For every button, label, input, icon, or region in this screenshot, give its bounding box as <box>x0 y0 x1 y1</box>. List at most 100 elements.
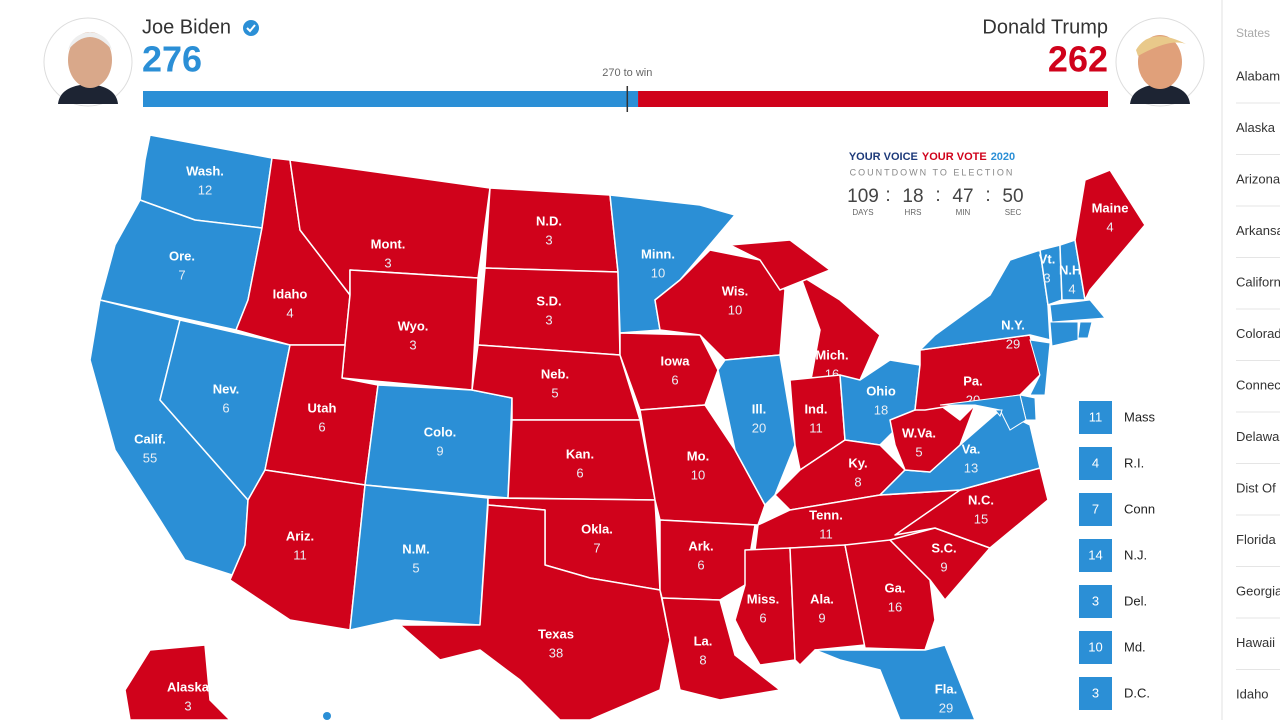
threshold-label: 270 to win <box>602 67 652 79</box>
countdown-subtitle: COUNTDOWN TO ELECTION <box>850 167 1015 177</box>
state-label: N.M. <box>402 541 429 556</box>
state-votes: 3 <box>545 232 552 247</box>
state-label: N.H. <box>1059 262 1085 277</box>
small-state-votes: 4 <box>1092 455 1099 470</box>
countdown-value: 18 <box>902 186 923 207</box>
vote-bar <box>638 91 1108 107</box>
state-label: Va. <box>962 441 981 456</box>
small-state-label: Mass <box>1124 409 1156 424</box>
state-label: Wyo. <box>398 318 429 333</box>
state-votes: 10 <box>651 265 665 280</box>
state-list-item: Hawaii <box>1236 635 1275 650</box>
small-state-box <box>1079 493 1112 526</box>
state-list-item: Dist Of Columbia <box>1236 480 1280 495</box>
state-label: Minn. <box>641 246 675 261</box>
state-label: N.Y. <box>1001 317 1025 332</box>
countdown-unit: MIN <box>956 208 971 217</box>
countdown-separator: : <box>985 185 990 206</box>
state-votes: 9 <box>940 559 947 574</box>
countdown-unit: SEC <box>1005 208 1022 217</box>
state <box>919 249 1051 351</box>
countdown-value: 109 <box>847 186 879 207</box>
state-label: Nev. <box>213 381 240 396</box>
state-votes: 11 <box>809 420 823 435</box>
state-votes: 6 <box>222 400 229 415</box>
state <box>1077 321 1093 339</box>
small-state-label: R.I. <box>1124 455 1144 470</box>
state-label: N.D. <box>536 213 562 228</box>
state-votes: 7 <box>178 267 185 282</box>
small-state-box <box>1079 585 1112 618</box>
countdown-separator: : <box>885 185 890 206</box>
state <box>323 712 331 720</box>
state-label: Calif. <box>134 431 166 446</box>
state-label: La. <box>694 633 713 648</box>
state-label: Neb. <box>541 366 569 381</box>
countdown-value: 50 <box>1002 186 1023 207</box>
state-label: Wash. <box>186 163 224 178</box>
small-state-votes: 11 <box>1089 409 1103 424</box>
small-state-votes: 3 <box>1092 593 1099 608</box>
state-votes: 11 <box>293 547 307 562</box>
state-list-item: Arkansas <box>1236 223 1280 238</box>
small-state-votes: 7 <box>1092 501 1099 516</box>
state-label: Colo. <box>424 424 457 439</box>
trump-photo <box>1115 17 1205 107</box>
state-label: S.D. <box>536 293 561 308</box>
candidate-name: Joe Biden <box>142 16 231 38</box>
state-votes: 6 <box>759 610 766 625</box>
state-label: Mont. <box>371 236 406 251</box>
countdown-unit: HRS <box>905 208 922 217</box>
state <box>619 332 719 411</box>
small-state-box <box>1079 539 1112 572</box>
state-votes: 13 <box>964 460 978 475</box>
state <box>124 644 231 720</box>
state <box>1074 169 1146 301</box>
state <box>814 644 976 720</box>
countdown-separator: : <box>935 185 940 206</box>
state-votes: 8 <box>854 474 861 489</box>
state-label: Ore. <box>169 248 195 263</box>
state-votes: 38 <box>549 645 563 660</box>
countdown-title-part: YOUR VOTE <box>922 151 987 163</box>
state-votes: 11 <box>819 526 833 541</box>
state-label: Ky. <box>848 455 867 470</box>
state-label: Ark. <box>688 538 713 553</box>
state-votes: 5 <box>412 560 419 575</box>
state-label: Pa. <box>963 373 983 388</box>
state-votes: 6 <box>576 465 583 480</box>
state-label: Texas <box>538 626 574 641</box>
state-votes: 6 <box>671 372 678 387</box>
state-label: Wis. <box>722 283 749 298</box>
state <box>659 519 756 601</box>
state-label: Kan. <box>566 446 594 461</box>
countdown-title: YOUR VOICE YOUR VOTE 2020 <box>849 151 1015 163</box>
state-votes: 4 <box>1068 281 1075 296</box>
state-list-item: Florida <box>1236 532 1277 547</box>
electoral-votes: 276 <box>142 39 202 80</box>
state-label: N.C. <box>968 492 994 507</box>
state <box>993 409 1003 418</box>
state-votes: 5 <box>551 385 558 400</box>
state <box>399 504 671 720</box>
state-label: Ind. <box>804 401 827 416</box>
state <box>799 274 881 386</box>
state <box>727 239 832 291</box>
state-votes: 16 <box>888 599 902 614</box>
state-label: Vt. <box>1039 251 1056 266</box>
state-votes: 3 <box>384 255 391 270</box>
state <box>349 484 489 631</box>
small-state-votes: 14 <box>1088 547 1102 562</box>
candidate-name: Donald Trump <box>982 16 1108 38</box>
state-label: Ala. <box>810 591 834 606</box>
vote-bar <box>143 91 639 107</box>
countdown-unit: DAYS <box>852 208 873 217</box>
state-label: W.Va. <box>902 425 936 440</box>
state-label: Ill. <box>752 401 766 416</box>
state-label: Ga. <box>885 580 906 595</box>
state-list-item: Delaware <box>1236 429 1280 444</box>
state-list-item: Alabama <box>1236 68 1280 83</box>
state-votes: 55 <box>143 450 157 465</box>
state-votes: 12 <box>198 182 212 197</box>
